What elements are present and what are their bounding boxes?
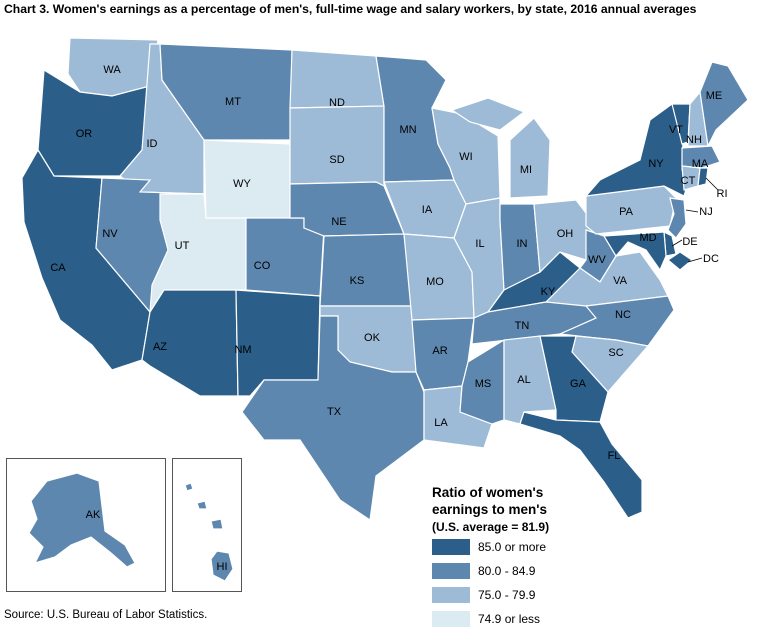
legend-swatch xyxy=(432,563,470,579)
state-RI xyxy=(697,167,709,187)
label-CT: CT xyxy=(681,175,696,187)
state-AK xyxy=(28,472,136,568)
state-ME xyxy=(699,61,749,148)
label-PA: PA xyxy=(619,206,634,218)
state-MI-up xyxy=(450,97,526,131)
label-OH: OH xyxy=(557,228,574,240)
label-NH: NH xyxy=(686,134,702,146)
state-KS xyxy=(319,233,413,307)
legend-label: 74.9 or less xyxy=(478,612,541,626)
label-WV: WV xyxy=(588,254,606,266)
label-KS: KS xyxy=(350,275,365,287)
legend-item: 75.0 - 79.9 xyxy=(432,584,549,606)
label-IL: IL xyxy=(475,238,484,250)
label-VA: VA xyxy=(613,275,628,287)
state-HI-maui xyxy=(210,518,224,530)
label-ID: ID xyxy=(147,138,158,150)
label-MA: MA xyxy=(692,158,709,170)
legend-swatch xyxy=(432,539,470,555)
label-UT: UT xyxy=(175,240,190,252)
label-ND: ND xyxy=(329,97,345,109)
label-GA: GA xyxy=(570,378,587,390)
legend-title-line2: earnings to men's xyxy=(432,502,547,517)
state-MI xyxy=(509,117,551,199)
label-SD: SD xyxy=(329,154,344,166)
label-KY: KY xyxy=(541,286,556,298)
label-CO: CO xyxy=(254,260,271,272)
label-HI: HI xyxy=(217,561,228,573)
label-IA: IA xyxy=(422,204,433,216)
state-MA xyxy=(681,145,721,169)
label-DC: DC xyxy=(703,253,719,265)
state-HI-oahu xyxy=(196,500,208,510)
label-NV: NV xyxy=(102,228,118,240)
legend-item: 80.0 - 84.9 xyxy=(432,560,549,582)
legend: Ratio of women's earnings to men's (U.S.… xyxy=(432,484,549,630)
label-AK: AK xyxy=(86,509,101,521)
state-VA xyxy=(544,251,669,307)
leader-lines xyxy=(671,177,719,263)
state-labels: WA OR CA ID NV UT AZ MT WY CO NM ND SD N… xyxy=(50,64,727,462)
label-AZ: AZ xyxy=(153,341,167,353)
legend-swatch xyxy=(432,611,470,627)
label-WI: WI xyxy=(459,151,472,163)
source-note: Source: U.S. Bureau of Labor Statistics. xyxy=(4,609,208,621)
label-OR: OR xyxy=(76,128,93,140)
label-NC: NC xyxy=(615,309,631,321)
legend-subtitle: (U.S. average = 81.9) xyxy=(432,520,550,534)
state-HI-kauai xyxy=(184,482,194,492)
alaska-inset: AK xyxy=(6,458,166,592)
legend-label: 75.0 - 79.9 xyxy=(478,588,536,602)
legend-label: 85.0 or more xyxy=(478,540,547,554)
legend-item: 74.9 or less xyxy=(432,608,549,630)
state-GA xyxy=(539,335,609,423)
label-DE: DE xyxy=(682,236,697,248)
label-MS: MS xyxy=(475,378,492,390)
state-NY xyxy=(584,103,691,197)
hawaii-inset: HI xyxy=(172,458,242,592)
state-NJ xyxy=(667,197,687,239)
label-VT: VT xyxy=(669,124,683,136)
label-AR: AR xyxy=(432,345,447,357)
state-MD xyxy=(602,231,667,272)
label-ME: ME xyxy=(706,90,723,102)
label-FL: FL xyxy=(608,450,621,462)
label-CA: CA xyxy=(50,262,66,274)
chart-title: Chart 3. Women's earnings as a percentag… xyxy=(4,2,697,16)
legend-swatch xyxy=(432,587,470,603)
label-NJ: NJ xyxy=(699,206,712,218)
label-NE: NE xyxy=(331,216,346,228)
label-MI: MI xyxy=(520,164,532,176)
state-AZ xyxy=(141,289,239,397)
alaska-map: AK xyxy=(28,472,136,568)
label-MN: MN xyxy=(399,124,416,136)
legend-item: 85.0 or more xyxy=(432,536,549,558)
label-MO: MO xyxy=(426,276,444,288)
state-FL xyxy=(519,411,643,519)
legend-title-line1: Ratio of women's xyxy=(432,485,544,500)
label-LA: LA xyxy=(434,417,448,429)
label-SC: SC xyxy=(608,347,623,359)
label-AL: AL xyxy=(517,374,530,386)
hawaii-map: HI xyxy=(184,482,234,582)
label-OK: OK xyxy=(364,332,381,344)
state-DC xyxy=(666,251,694,271)
label-NY: NY xyxy=(648,158,664,170)
label-WA: WA xyxy=(103,64,121,76)
label-WY: WY xyxy=(233,178,251,190)
label-MT: MT xyxy=(225,96,241,108)
label-TN: TN xyxy=(515,320,530,332)
label-TX: TX xyxy=(327,406,342,418)
legend-label: 80.0 - 84.9 xyxy=(478,564,536,578)
state-HI xyxy=(210,550,234,582)
state-SD xyxy=(289,105,385,187)
label-NM: NM xyxy=(234,344,251,356)
label-IN: IN xyxy=(517,238,528,250)
label-MD: MD xyxy=(639,232,656,244)
label-RI: RI xyxy=(717,188,728,200)
